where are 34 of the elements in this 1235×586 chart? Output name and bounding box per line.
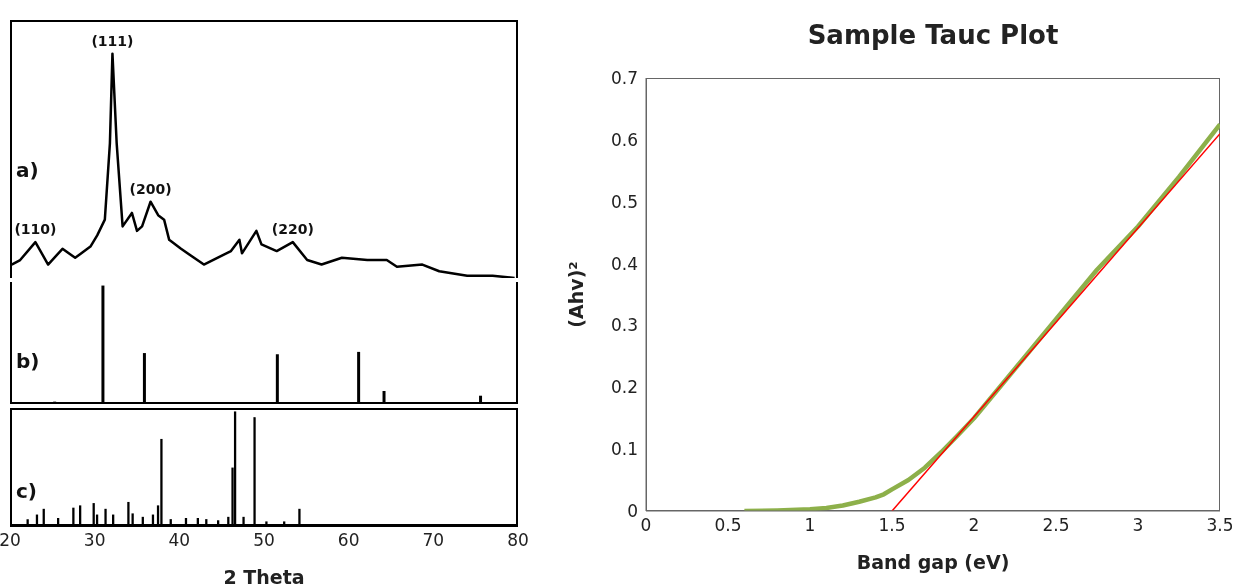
- x-tick-label: 3: [1132, 515, 1144, 536]
- annotation: c): [16, 478, 37, 503]
- y-tick-label: 0.2: [610, 377, 638, 398]
- x-tick-label: 30: [83, 530, 106, 551]
- x-tick-label: 1: [804, 515, 816, 536]
- y-axis-title: (Ahv)²: [564, 261, 587, 328]
- x-axis-title: 2 Theta: [223, 566, 305, 586]
- annotation: (110): [14, 221, 57, 238]
- chart-title: Sample Tauc Plot: [806, 20, 1060, 50]
- x-tick-label: 2: [968, 515, 980, 536]
- x-tick-label: 80: [507, 530, 529, 551]
- x-tick-label: 60: [337, 530, 360, 551]
- y-tick-label: 0: [627, 501, 638, 522]
- annotation: a): [16, 157, 39, 182]
- x-tick-label: 3.5: [1206, 515, 1234, 536]
- annotation: b): [16, 349, 40, 374]
- x-tick-label: 0.5: [714, 515, 742, 536]
- x-tick-label: 50: [253, 530, 275, 551]
- annotation: (220): [271, 221, 314, 238]
- x-tick-label: 40: [168, 530, 191, 551]
- x-tick-label: 2.5: [1042, 515, 1070, 536]
- y-tick-label: 0.6: [610, 129, 638, 150]
- y-tick-label: 0.4: [610, 253, 638, 274]
- y-tick-label: 0.5: [610, 191, 638, 212]
- annotation: (200): [129, 180, 172, 197]
- annotation: (111): [91, 32, 134, 49]
- y-tick-label: 0.3: [610, 315, 638, 336]
- x-tick-label: 0: [640, 515, 652, 536]
- x-axis-title: Band gap (eV): [856, 551, 1010, 573]
- y-tick-label: 0.7: [610, 68, 638, 89]
- x-tick-label: 70: [422, 530, 445, 551]
- y-tick-label: 0.1: [610, 439, 638, 460]
- x-tick-label: 20: [0, 530, 21, 551]
- x-tick-label: 1.5: [878, 515, 906, 536]
